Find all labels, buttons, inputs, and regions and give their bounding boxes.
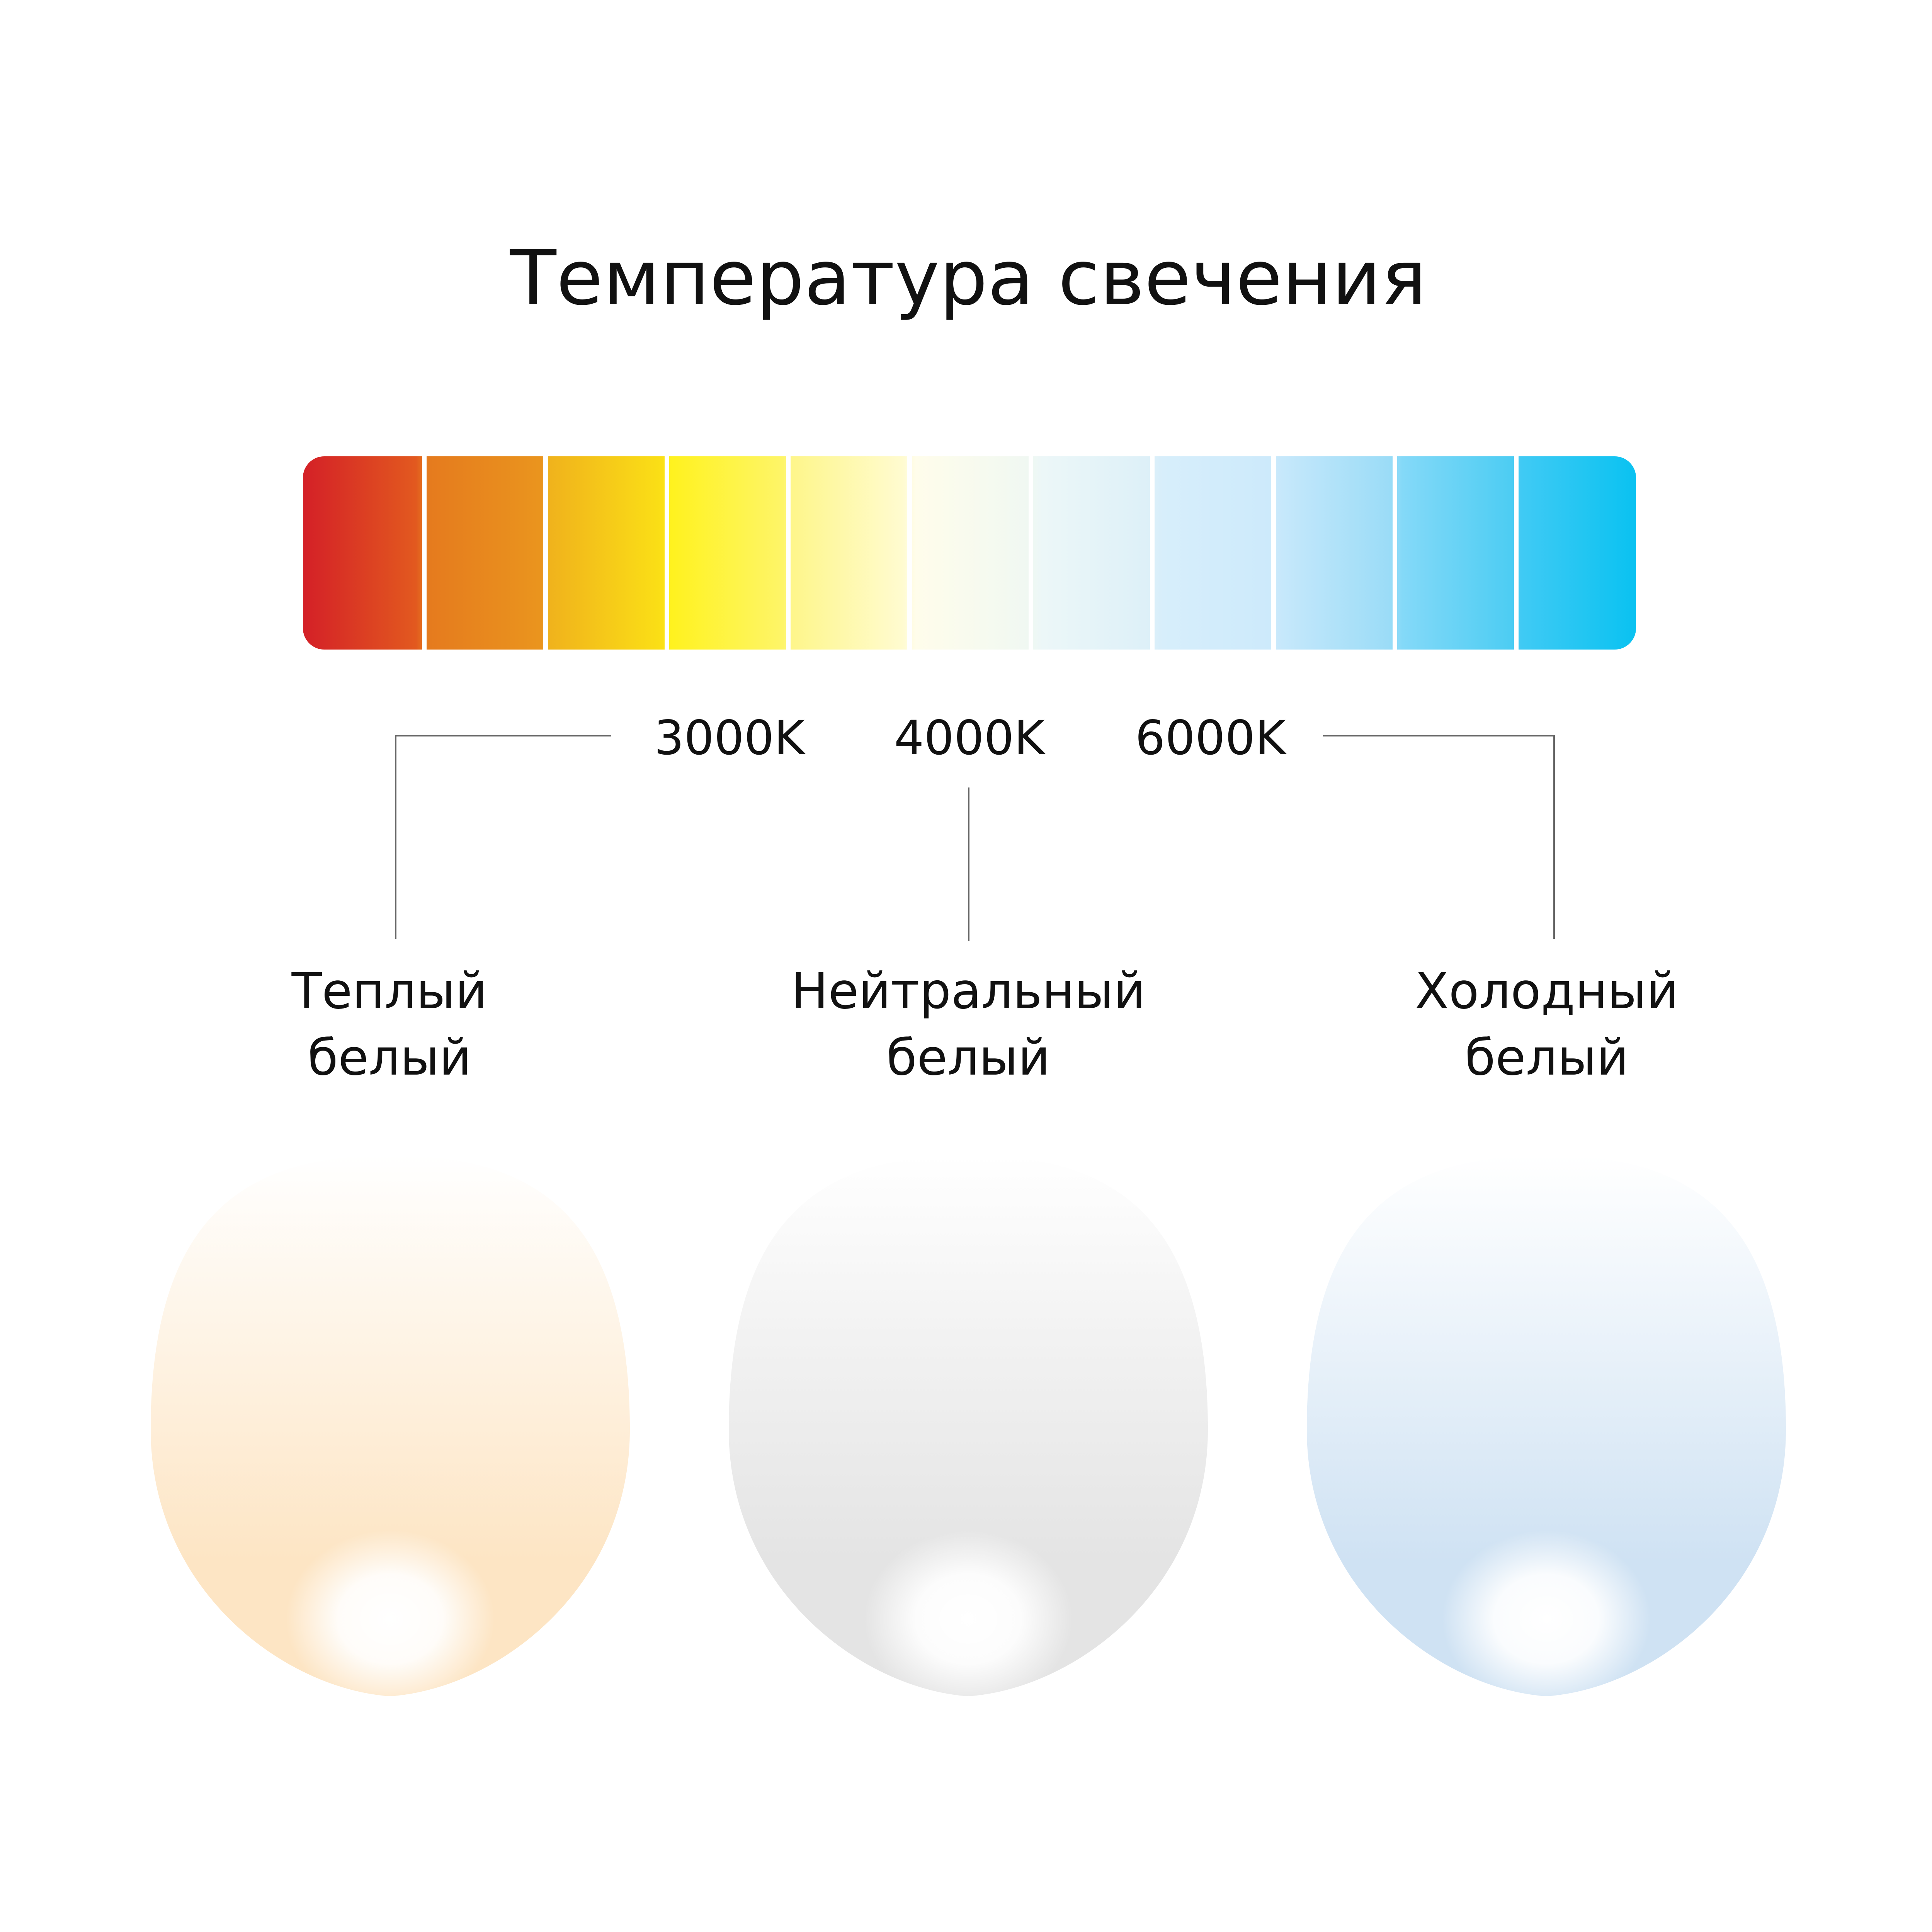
scale-separator <box>1150 456 1155 650</box>
connector-cold-vertical <box>1553 735 1555 939</box>
label-cold-white: Холодный белый <box>1354 958 1740 1091</box>
label-line: белый <box>886 1029 1050 1087</box>
connector-neutral <box>968 787 969 941</box>
connector-cold-horizontal <box>1323 735 1555 736</box>
page-title: Температура свечения <box>510 234 1427 322</box>
label-warm-white: Теплый белый <box>196 958 583 1091</box>
marker-6000k: 6000K <box>1135 711 1286 765</box>
scale-separator <box>1029 456 1033 650</box>
neutral-white-drop <box>729 1155 1208 1708</box>
scale-separator <box>1271 456 1276 650</box>
connector-warm-horizontal <box>395 735 611 736</box>
scale-separator <box>907 456 912 650</box>
label-line: Холодный <box>1415 963 1679 1020</box>
label-line: Теплый <box>291 963 488 1020</box>
scale-separator <box>665 456 669 650</box>
label-line: Нейтральный <box>791 963 1146 1020</box>
connector-warm-vertical <box>395 735 396 939</box>
warm-white-drop <box>151 1155 630 1708</box>
scale-separator <box>1514 456 1519 650</box>
label-line: белый <box>1465 1029 1629 1087</box>
marker-3000k: 3000K <box>654 711 805 765</box>
scale-separator <box>422 456 427 650</box>
label-line: белый <box>308 1029 471 1087</box>
marker-4000k: 4000K <box>894 711 1045 765</box>
scale-separator <box>1393 456 1397 650</box>
cold-white-drop <box>1307 1155 1786 1708</box>
scale-separator <box>543 456 548 650</box>
scale-separator <box>786 456 791 650</box>
label-neutral-white: Нейтральный белый <box>775 958 1162 1091</box>
color-temperature-scale <box>303 456 1636 650</box>
